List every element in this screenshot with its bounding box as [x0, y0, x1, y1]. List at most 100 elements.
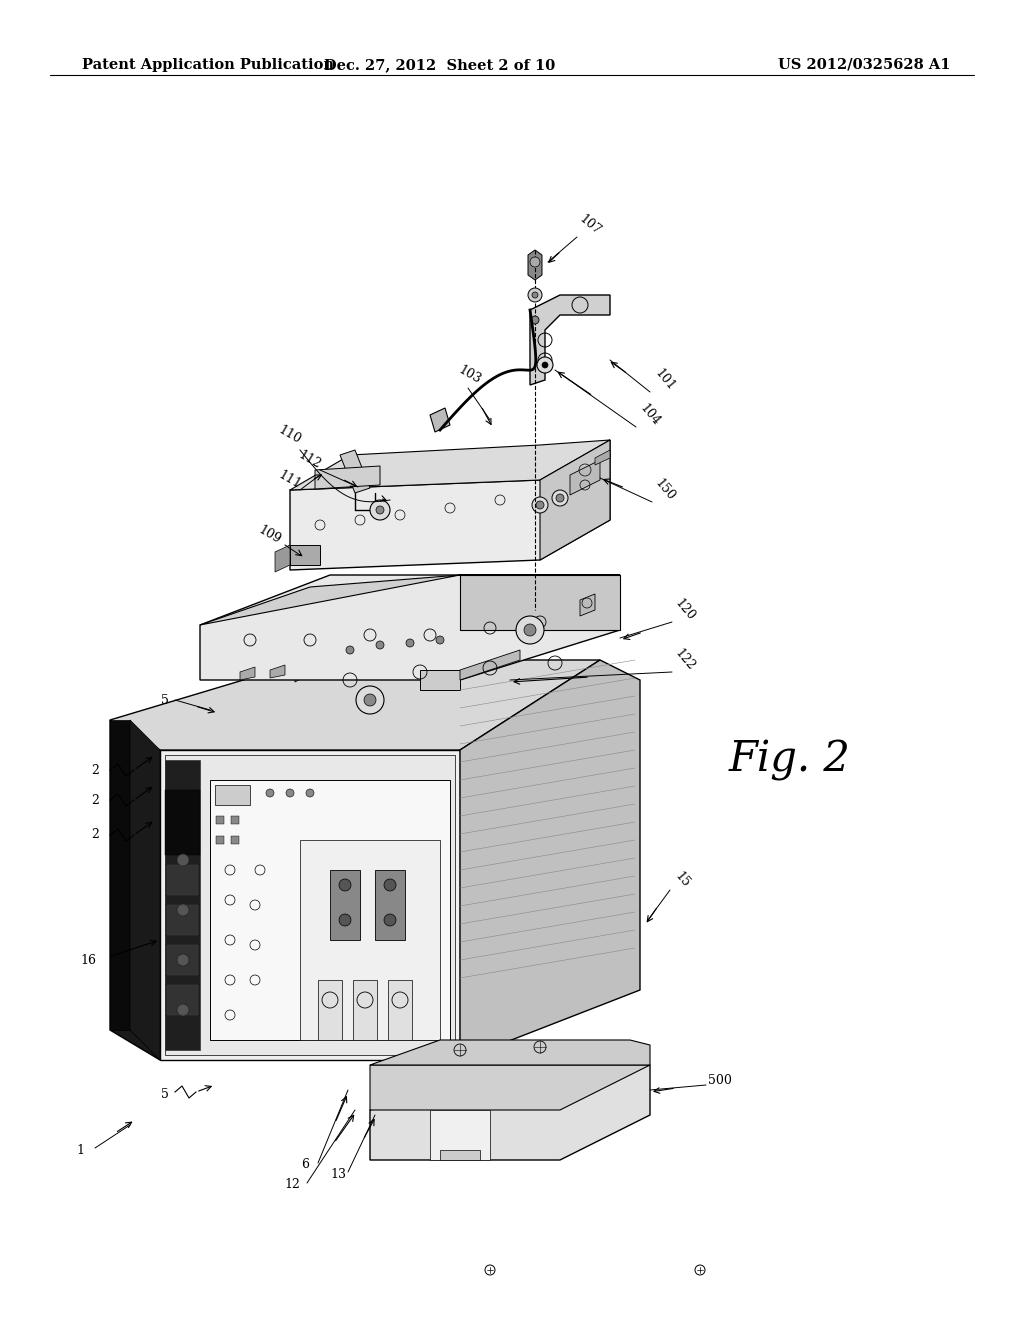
Polygon shape: [315, 466, 380, 488]
Polygon shape: [275, 545, 290, 572]
Circle shape: [384, 879, 396, 891]
Text: 109: 109: [256, 524, 284, 546]
Polygon shape: [110, 719, 160, 1060]
Polygon shape: [231, 816, 239, 824]
Polygon shape: [300, 840, 440, 1040]
Polygon shape: [216, 816, 224, 824]
Text: 16: 16: [80, 953, 96, 966]
Polygon shape: [540, 440, 610, 560]
Text: 5: 5: [161, 1089, 169, 1101]
Circle shape: [537, 356, 553, 374]
Polygon shape: [370, 1065, 650, 1160]
Text: 6: 6: [301, 1159, 309, 1172]
Polygon shape: [167, 985, 198, 1015]
Circle shape: [536, 502, 544, 510]
Polygon shape: [460, 649, 520, 680]
Polygon shape: [353, 979, 377, 1040]
Circle shape: [532, 292, 538, 298]
Polygon shape: [130, 719, 160, 1060]
Polygon shape: [295, 649, 330, 682]
Polygon shape: [231, 836, 239, 843]
Circle shape: [346, 645, 354, 653]
Circle shape: [177, 854, 189, 866]
Polygon shape: [160, 750, 460, 1060]
Circle shape: [286, 789, 294, 797]
Polygon shape: [570, 459, 600, 495]
Polygon shape: [165, 760, 200, 1049]
Polygon shape: [440, 1150, 480, 1160]
Circle shape: [376, 642, 384, 649]
Polygon shape: [270, 665, 285, 678]
Polygon shape: [290, 440, 610, 490]
Polygon shape: [200, 576, 620, 680]
Polygon shape: [330, 645, 360, 660]
Text: 110: 110: [276, 424, 304, 446]
Polygon shape: [165, 755, 455, 1055]
Text: 500: 500: [708, 1073, 732, 1086]
Polygon shape: [430, 1110, 490, 1160]
Text: 1: 1: [76, 1143, 84, 1156]
Circle shape: [516, 616, 544, 644]
Circle shape: [531, 315, 539, 323]
Circle shape: [306, 789, 314, 797]
Circle shape: [177, 954, 189, 966]
Polygon shape: [210, 780, 450, 1040]
Polygon shape: [370, 1040, 650, 1065]
Circle shape: [376, 506, 384, 513]
Polygon shape: [110, 719, 130, 1030]
Text: 122: 122: [673, 647, 697, 673]
Circle shape: [542, 362, 548, 368]
Text: US 2012/0325628 A1: US 2012/0325628 A1: [777, 58, 950, 73]
Polygon shape: [290, 440, 610, 570]
Polygon shape: [595, 450, 610, 465]
Polygon shape: [240, 667, 255, 680]
Polygon shape: [165, 789, 200, 855]
Text: 2: 2: [91, 793, 99, 807]
Circle shape: [532, 498, 548, 513]
Text: 13: 13: [330, 1168, 346, 1181]
Polygon shape: [167, 945, 198, 975]
Circle shape: [530, 257, 540, 267]
Polygon shape: [167, 865, 198, 895]
Text: Fig. 2: Fig. 2: [729, 739, 851, 781]
Polygon shape: [370, 1065, 650, 1110]
Polygon shape: [430, 408, 450, 432]
Polygon shape: [340, 450, 370, 492]
Polygon shape: [290, 545, 319, 565]
Text: 15: 15: [672, 870, 692, 890]
Text: 104: 104: [637, 401, 663, 429]
Text: 107: 107: [577, 213, 603, 238]
Polygon shape: [215, 785, 250, 805]
Circle shape: [356, 686, 384, 714]
Circle shape: [406, 639, 414, 647]
Text: 103: 103: [457, 363, 483, 387]
Text: Dec. 27, 2012  Sheet 2 of 10: Dec. 27, 2012 Sheet 2 of 10: [325, 58, 556, 73]
Polygon shape: [200, 576, 620, 624]
Text: 111: 111: [276, 469, 304, 491]
Circle shape: [364, 694, 376, 706]
Polygon shape: [460, 576, 620, 630]
Text: Patent Application Publication: Patent Application Publication: [82, 58, 334, 73]
Polygon shape: [318, 979, 342, 1040]
Polygon shape: [216, 836, 224, 843]
Polygon shape: [110, 660, 600, 750]
Circle shape: [339, 913, 351, 927]
Polygon shape: [530, 294, 610, 385]
Circle shape: [339, 879, 351, 891]
Polygon shape: [460, 660, 640, 1060]
Polygon shape: [167, 906, 198, 935]
Text: 2: 2: [91, 763, 99, 776]
Polygon shape: [388, 979, 412, 1040]
Circle shape: [384, 913, 396, 927]
Circle shape: [177, 1005, 189, 1016]
Text: 101: 101: [652, 367, 678, 393]
Polygon shape: [528, 249, 542, 280]
Text: 112: 112: [296, 449, 324, 471]
Circle shape: [552, 490, 568, 506]
Circle shape: [370, 500, 390, 520]
Text: 150: 150: [652, 477, 678, 503]
Circle shape: [436, 636, 444, 644]
Circle shape: [528, 288, 542, 302]
Text: 5: 5: [161, 693, 169, 706]
Polygon shape: [580, 594, 595, 616]
